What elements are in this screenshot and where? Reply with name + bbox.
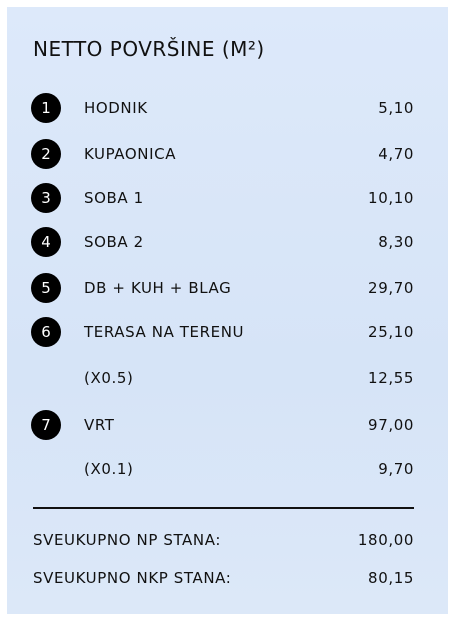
area-value: 29,70 bbox=[368, 279, 414, 297]
area-row: 6 TERASA NA TERENU 25,10 bbox=[7, 317, 448, 347]
number-badge: 3 bbox=[31, 183, 61, 213]
area-row: (X0.5) 12,55 bbox=[7, 363, 448, 393]
card: NETTO POVRŠINE (M²) 1 HODNIK 5,10 2 KUPAONIC… bbox=[7, 7, 448, 614]
room-label: KUPAONICA bbox=[84, 145, 177, 163]
number-badge: 4 bbox=[31, 227, 61, 257]
room-label: (X0.5) bbox=[84, 369, 134, 387]
area-row: 2 KUPAONICA 4,70 bbox=[7, 139, 448, 169]
room-label: SOBA 1 bbox=[84, 189, 144, 207]
number-badge: 2 bbox=[31, 139, 61, 169]
number-badge: 5 bbox=[31, 273, 61, 303]
total-value: 180,00 bbox=[357, 531, 414, 549]
number-badge: 1 bbox=[31, 93, 61, 123]
area-value: 5,10 bbox=[378, 99, 414, 117]
area-value: 9,70 bbox=[378, 460, 414, 478]
area-value: 12,55 bbox=[368, 369, 414, 387]
room-label: HODNIK bbox=[84, 99, 148, 117]
number-badge: 7 bbox=[31, 410, 61, 440]
area-value: 97,00 bbox=[368, 416, 414, 434]
area-row: 3 SOBA 1 10,10 bbox=[7, 183, 448, 213]
room-label: VRT bbox=[84, 416, 115, 434]
room-label: TERASA NA TERENU bbox=[84, 323, 245, 341]
area-row: 7 VRT 97,00 bbox=[7, 410, 448, 440]
area-row: 1 HODNIK 5,10 bbox=[7, 93, 448, 123]
total-label: SVEUKUPNO NP STANA: bbox=[33, 531, 221, 549]
number-badge: 6 bbox=[31, 317, 61, 347]
total-row: SVEUKUPNO NKP STANA: 80,15 bbox=[7, 563, 448, 593]
total-label: SVEUKUPNO NKP STANA: bbox=[33, 569, 232, 587]
title: NETTO POVRŠINE (M²) bbox=[33, 37, 265, 61]
divider bbox=[33, 507, 414, 509]
room-label: SOBA 2 bbox=[84, 233, 144, 251]
area-row: (X0.1) 9,70 bbox=[7, 454, 448, 484]
room-label: DB + KUH + BLAG bbox=[84, 279, 232, 297]
area-value: 4,70 bbox=[378, 145, 414, 163]
total-row: SVEUKUPNO NP STANA: 180,00 bbox=[7, 525, 448, 555]
room-label: (X0.1) bbox=[84, 460, 134, 478]
area-value: 8,30 bbox=[378, 233, 414, 251]
area-value: 25,10 bbox=[368, 323, 414, 341]
area-row: 4 SOBA 2 8,30 bbox=[7, 227, 448, 257]
area-row: 5 DB + KUH + BLAG 29,70 bbox=[7, 273, 448, 303]
area-value: 10,10 bbox=[368, 189, 414, 207]
total-value: 80,15 bbox=[368, 569, 414, 587]
